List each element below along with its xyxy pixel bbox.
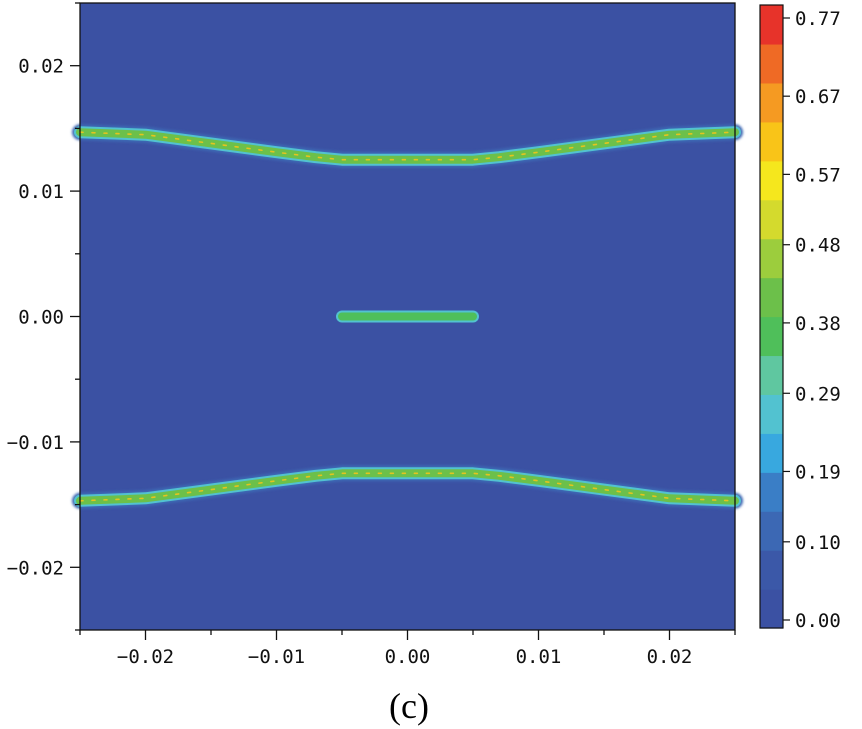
colorbar-segment: [760, 199, 783, 240]
x-tick-label: 0.01: [516, 646, 562, 668]
colorbar-segment: [760, 355, 783, 395]
colorbar-tick-label: 0.00: [795, 610, 841, 632]
colorbar-tick-label: 0.48: [795, 235, 841, 257]
x-tick-label: −0.01: [248, 646, 305, 668]
colorbar: 0.77 0.67 0.57 0.48 0.38 0.29 0.19 0.10 0.00: [759, 4, 841, 632]
colorbar-tick-label: 0.38: [795, 313, 841, 335]
colorbar-tick-label: 0.29: [795, 383, 841, 405]
x-tick-label: 0.02: [647, 646, 693, 668]
x-axis: −0.02 −0.01 0.00 0.01 0.02: [79, 630, 736, 668]
colorbar-segment: [760, 550, 783, 590]
y-tick-label: 0.01: [18, 181, 64, 203]
colorbar-segment: [760, 160, 783, 201]
colorbar-segment: [760, 472, 783, 512]
colorbar-segment: [760, 511, 783, 551]
colorbar-tick-label: 0.67: [795, 86, 841, 108]
colorbar-segment: [760, 238, 783, 279]
colorbar-segment: [760, 394, 783, 434]
colorbar-segment: [760, 589, 783, 629]
upper-band-peaks: [79, 131, 736, 161]
y-tick-label: −0.01: [7, 432, 64, 454]
colorbar-segment: [760, 121, 783, 162]
y-tick-label: 0.00: [18, 307, 64, 329]
colorbar-tick-label: 0.19: [795, 461, 841, 483]
colorbar-segment: [760, 43, 783, 84]
colorbar-frame: [759, 4, 784, 629]
field-features: [72, 124, 743, 509]
colorbar-segment: [760, 316, 783, 357]
x-tick-label: −0.02: [117, 646, 174, 668]
colorbar-segment: [760, 277, 783, 318]
lower-band: [72, 465, 743, 509]
upper-band: [72, 124, 743, 168]
colorbar-segment: [760, 5, 783, 45]
colorbar-tick-label: 0.10: [795, 532, 841, 554]
y-axis: 0.02 0.01 0.00 −0.01 −0.02: [7, 2, 80, 631]
colorbar-tick-label: 0.57: [795, 164, 841, 186]
x-tick-label: 0.00: [385, 646, 431, 668]
figure-caption: (c): [389, 686, 429, 726]
colorbar-segment: [760, 433, 783, 473]
y-tick-label: 0.02: [18, 56, 64, 78]
y-tick-label: −0.02: [7, 557, 64, 579]
colorbar-tick-label: 0.77: [795, 8, 841, 30]
lower-band-peaks: [79, 472, 736, 502]
colorbar-segment: [760, 82, 783, 123]
